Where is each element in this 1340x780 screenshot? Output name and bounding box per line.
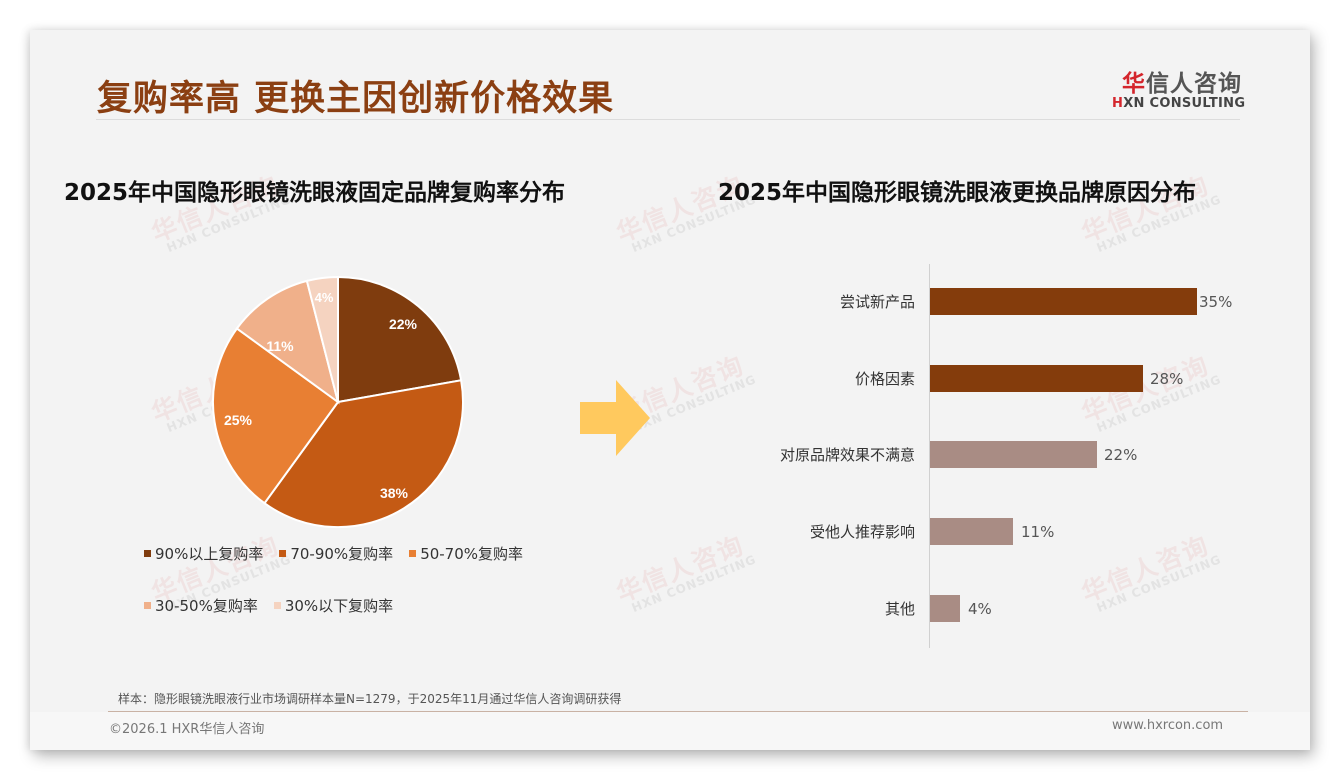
legend-swatch xyxy=(273,601,281,609)
pie-label: 4% xyxy=(315,290,334,305)
bar-label: 尝试新产品 xyxy=(839,293,915,311)
company-logo: 华信人咨询 HXN CONSULTING xyxy=(1112,64,1246,111)
bar-value: 35% xyxy=(1199,293,1233,311)
footer-divider xyxy=(108,711,1248,712)
pie-label: 25% xyxy=(224,412,253,428)
bar-row: 价格因素 28% xyxy=(730,365,1290,393)
legend-item: 50-70%复购率 xyxy=(409,543,523,564)
bar-label: 价格因素 xyxy=(854,370,915,388)
bar-value: 22% xyxy=(1104,446,1138,464)
legend-item: 90%以上复购率 xyxy=(144,543,263,564)
bar-value: 4% xyxy=(968,600,992,618)
bar-label: 对原品牌效果不满意 xyxy=(779,446,915,464)
pie-label: 11% xyxy=(266,338,294,354)
bar xyxy=(930,518,1013,545)
bar-chart-axis xyxy=(929,264,930,648)
bar xyxy=(930,441,1097,468)
website-link[interactable]: www.hxrcon.com xyxy=(1112,718,1224,733)
pie-slice-90-plus xyxy=(337,275,463,404)
pie-legend: 90%以上复购率 70-90%复购率 50-70%复购率 30-50%复购率 3… xyxy=(144,542,564,646)
bar xyxy=(930,365,1143,392)
logo-english: HXN CONSULTING xyxy=(1112,96,1246,111)
legend-swatch xyxy=(144,601,151,609)
bar-value: 11% xyxy=(1021,523,1055,541)
page-title: 复购率高 更换主因创新价格效果 xyxy=(97,79,615,119)
slide: 华信人咨询 HXN CONSULTING 华信人咨询 HXN CONSULTIN… xyxy=(30,30,1310,750)
pie-slice-30-50 xyxy=(235,279,340,405)
bar xyxy=(930,595,960,622)
pie-label: 38% xyxy=(380,485,409,501)
bar-row: 尝试新产品 35% xyxy=(730,288,1290,316)
bar-row: 其他 4% xyxy=(730,595,1290,623)
bar-row: 受他人推荐影响 11% xyxy=(730,518,1290,546)
bar xyxy=(930,288,1197,315)
legend-row: 90%以上复购率 70-90%复购率 50-70%复购率 xyxy=(144,542,564,564)
pie-label: 22% xyxy=(389,316,418,332)
legend-item: 30-50%复购率 xyxy=(144,595,258,616)
logo-chinese: 华信人咨询 xyxy=(1122,71,1242,97)
legend-swatch xyxy=(409,549,417,557)
bar-value: 28% xyxy=(1150,370,1184,388)
pie-chart-title: 2025年中国隐形眼镜洗眼液固定品牌复购率分布 xyxy=(64,180,566,206)
legend-item: 70-90%复购率 xyxy=(279,543,393,564)
copyright: ©2026.1 HXR华信人咨询 xyxy=(109,722,265,737)
bar-row: 对原品牌效果不满意 22% xyxy=(730,441,1290,469)
title-divider xyxy=(96,119,1240,120)
pie-slice-below-30 xyxy=(305,275,339,403)
footer-band xyxy=(30,712,1310,750)
bar-label: 其他 xyxy=(884,600,915,618)
legend-row: 30-50%复购率 30%以下复购率 xyxy=(144,594,564,616)
pie-slice-50-70 xyxy=(211,327,340,505)
bar-label: 受他人推荐影响 xyxy=(809,523,915,541)
watermark: 华信人咨询 HXN CONSULTING xyxy=(1077,350,1224,436)
legend-swatch xyxy=(144,549,151,557)
sample-note: 样本：隐形眼镜洗眼液行业市场调研样本量N=1279，于2025年11月通过华信人… xyxy=(118,692,622,706)
pie-chart: 22% 38% 25% 11% 4% xyxy=(211,275,464,529)
legend-item: 30%以下复购率 xyxy=(273,595,393,616)
pie-slice-70-90 xyxy=(263,379,464,529)
legend-swatch xyxy=(279,549,287,557)
arrow-right-icon xyxy=(580,380,650,456)
bar-chart-title: 2025年中国隐形眼镜洗眼液更换品牌原因分布 xyxy=(718,180,1197,206)
